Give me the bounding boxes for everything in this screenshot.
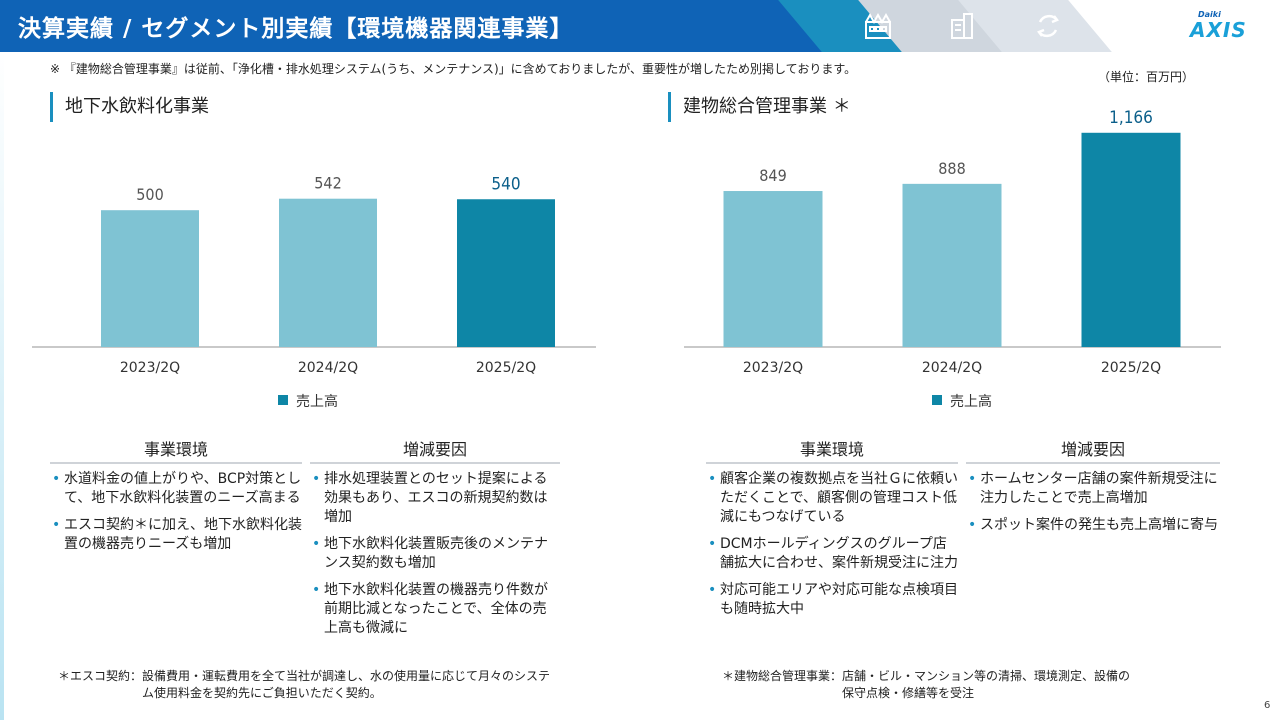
right-value-label: 849 [759, 166, 786, 185]
right-factor-column: 増減要因 ホームセンター店舗の案件新規受注に注力したことで売上高増加 スポット案… [966, 436, 1220, 543]
right-environment-title: 事業環境 [706, 436, 958, 464]
left-environment-list: 水道料金の値上がりや、BCP対策として、地下水飲料化装置のニーズ高まる エスコ契… [50, 470, 302, 554]
list-item: エスコ契約＊に加え、地下水飲料化装置の機器売りニーズも増加 [50, 516, 302, 554]
list-item: 顧客企業の複数拠点を当社Ｇに依頼いただくことで、顧客側の管理コスト低減にもつなげ… [706, 470, 958, 527]
header-band: 決算実績 / セグメント別実績【環境機器関連事業】 Daiki AXIS [0, 0, 1280, 52]
list-item: 地下水飲料化装置販売後のメンテナンス契約数も増加 [310, 535, 560, 573]
left-environment-column: 事業環境 水道料金の値上がりや、BCP対策として、地下水飲料化装置のニーズ高まる… [50, 436, 302, 562]
right-section-title: 建物総合管理事業 ＊ [668, 92, 851, 122]
right-bar-2025/2Q [1081, 132, 1181, 347]
left-bar-2024/2Q [279, 198, 377, 347]
left-chart-svg: 500 2023/2Q 542 2024/2Q 540 2025/2Q [32, 174, 596, 376]
left-bar-2025/2Q [457, 199, 555, 347]
right-value-label: 1,166 [1109, 108, 1153, 128]
left-value-label: 540 [491, 174, 520, 194]
right-bar-2024/2Q [902, 183, 1002, 347]
right-footnote-label: ＊建物総合管理事業： [722, 669, 843, 683]
legend-swatch [278, 395, 288, 405]
left-value-label: 542 [314, 174, 341, 193]
list-item: 排水処理装置とのセット提案による効果もあり、エスコの新規契約数は増加 [310, 470, 560, 527]
right-factor-title: 増減要因 [966, 436, 1220, 464]
right-legend: 売上高 [932, 391, 992, 411]
left-footnote: ＊エスコ契約：設備費用・運転費用を全て当社が調達し、水の使用量に応じて月々のシス… [58, 668, 578, 702]
right-legend-label: 売上高 [950, 394, 992, 410]
segment-note: ※ 『建物総合管理事業』は従前、「浄化槽・排水処理システム(うち、メンテナンス)… [50, 62, 857, 76]
left-section-title: 地下水飲料化事業 [50, 92, 209, 122]
left-category-label: 2023/2Q [120, 360, 180, 376]
left-bar-chart: 500 2023/2Q 542 2024/2Q 540 2025/2Q [30, 150, 610, 380]
right-category-label: 2025/2Q [1101, 360, 1161, 376]
list-item: ホームセンター店舗の案件新規受注に注力したことで売上高増加 [966, 470, 1220, 508]
factory-icon [862, 10, 894, 42]
left-category-label: 2025/2Q [476, 360, 536, 376]
page-number: 6 [1264, 700, 1271, 711]
left-environment-title: 事業環境 [50, 436, 302, 464]
left-value-label: 500 [136, 185, 163, 204]
right-chart-svg: 849 2023/2Q 888 2024/2Q 1,166 2025/2Q [684, 108, 1221, 376]
building-icon [946, 10, 978, 42]
right-factor-list: ホームセンター店舗の案件新規受注に注力したことで売上高増加 スポット案件の発生も… [966, 470, 1220, 535]
left-decorative-stripe [0, 52, 4, 720]
left-factor-title: 増減要因 [310, 436, 560, 464]
list-item: DCMホールディングスのグループ店舗拡大に合わせ、案件新規受注に注力 [706, 535, 958, 573]
left-footnote-label: ＊エスコ契約： [58, 669, 143, 683]
right-bar-2023/2Q [723, 191, 823, 347]
left-bar-2023/2Q [101, 210, 199, 347]
right-value-label: 888 [938, 159, 965, 178]
right-footnote: ＊建物総合管理事業：店舗・ビル・マンション等の清掃、環境測定、設備の保守点検・修… [722, 668, 1142, 702]
list-item: 対応可能エリアや対応可能な点検項目も随時拡大中 [706, 581, 958, 619]
left-category-label: 2024/2Q [298, 360, 358, 376]
list-item: 地下水飲料化装置の機器売り件数が前期比減となったことで、全体の売上高も微減に [310, 581, 560, 638]
right-environment-column: 事業環境 顧客企業の複数拠点を当社Ｇに依頼いただくことで、顧客側の管理コスト低減… [706, 436, 958, 627]
right-footnote-body: 店舗・ビル・マンション等の清掃、環境測定、設備の保守点検・修繕等を受注 [842, 669, 1131, 700]
left-legend-label: 売上高 [296, 394, 338, 410]
left-factor-list: 排水処理装置とのセット提案による効果もあり、エスコの新規契約数は増加 地下水飲料… [310, 470, 560, 638]
left-footnote-body: 設備費用・運転費用を全て当社が調達し、水の使用量に応じて月々のシステム使用料金を… [142, 669, 551, 700]
list-item: スポット案件の発生も売上高増に寄与 [966, 516, 1220, 535]
list-item: 水道料金の値上がりや、BCP対策として、地下水飲料化装置のニーズ高まる [50, 470, 302, 508]
right-bar-chart: 849 2023/2Q 888 2024/2Q 1,166 2025/2Q [680, 108, 1225, 380]
logo-main-text: AXIS [1190, 18, 1247, 42]
left-factor-column: 増減要因 排水処理装置とのセット提案による効果もあり、エスコの新規契約数は増加 … [310, 436, 560, 646]
left-legend: 売上高 [278, 391, 338, 411]
logo-small-text: Daiki [1198, 10, 1221, 19]
page-title: 決算実績 / セグメント別実績【環境機器関連事業】 [18, 16, 574, 42]
right-category-label: 2024/2Q [922, 360, 982, 376]
right-category-label: 2023/2Q [743, 360, 803, 376]
recycle-icon [1032, 10, 1064, 42]
company-logo: Daiki AXIS [1188, 10, 1270, 44]
legend-swatch [932, 395, 942, 405]
right-environment-list: 顧客企業の複数拠点を当社Ｇに依頼いただくことで、顧客側の管理コスト低減にもつなげ… [706, 470, 958, 619]
unit-label: （単位：百万円） [1098, 70, 1195, 84]
